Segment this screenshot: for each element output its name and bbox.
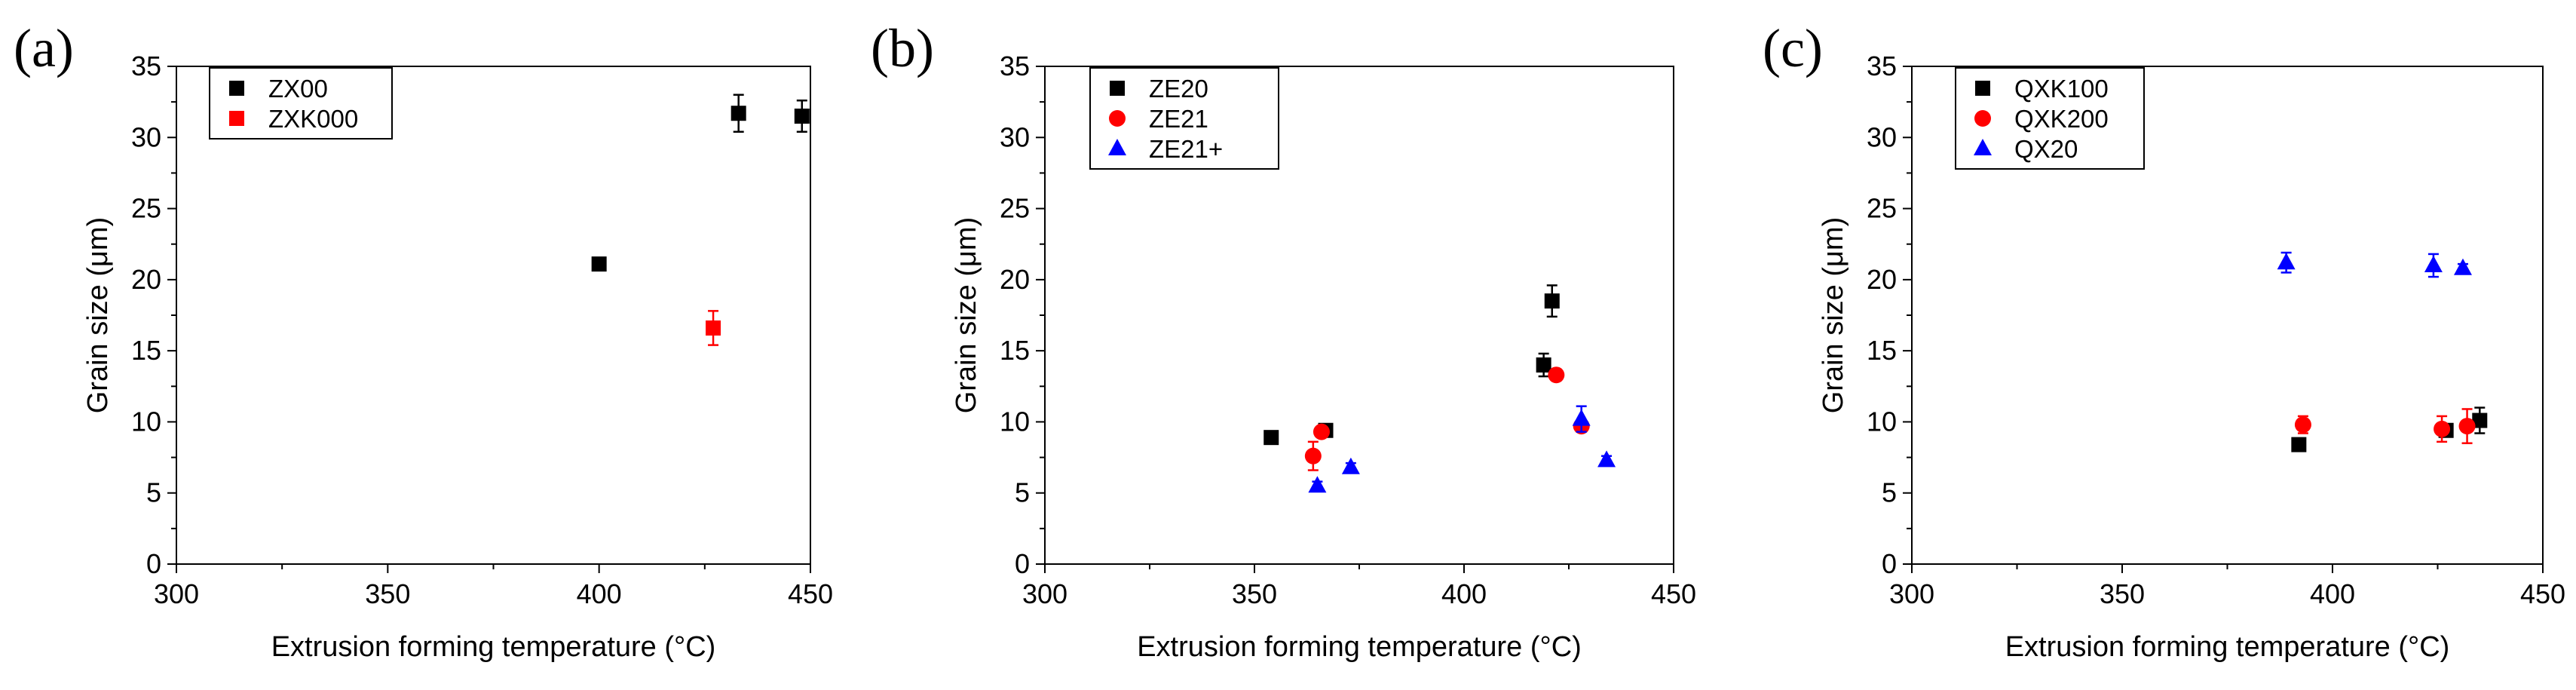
x-tick-label: 450 xyxy=(2520,578,2565,609)
legend-marker xyxy=(229,111,244,126)
x-axis-title: Extrusion forming temperature (°C) xyxy=(1137,631,1582,663)
chart-panel: (a) 0 5 10 15 20 25 30 35 300 350 400 450 Extrusion f… xyxy=(14,18,833,663)
x-tick-label: 300 xyxy=(154,578,199,609)
y-tick-label: 35 xyxy=(1867,51,1897,81)
chart-panel: (c) 0 5 10 15 20 25 30 35 300 350 400 450 Extrusion f… xyxy=(1763,18,2565,663)
x-tick-label: 350 xyxy=(365,578,410,609)
x-tick-label: 350 xyxy=(1232,578,1277,609)
data-point xyxy=(1313,423,1330,440)
data-point xyxy=(2458,418,2476,435)
data-point xyxy=(1536,357,1551,373)
data-point xyxy=(1548,366,1565,384)
legend-label: QX20 xyxy=(2014,135,2078,163)
y-tick-label: 25 xyxy=(131,193,161,224)
y-tick-label: 0 xyxy=(146,548,161,579)
y-tick-label: 5 xyxy=(1882,477,1897,508)
y-tick-label: 30 xyxy=(1000,121,1030,152)
legend-label: QXK100 xyxy=(2014,75,2109,103)
y-tick-label: 15 xyxy=(1000,335,1030,366)
y-tick-label: 35 xyxy=(1000,51,1030,81)
legend-marker xyxy=(1974,139,1992,155)
data-point xyxy=(1544,293,1560,309)
plot-frame xyxy=(176,66,811,565)
y-tick-label: 15 xyxy=(1867,335,1897,366)
y-tick-label: 10 xyxy=(1867,406,1897,437)
y-tick-label: 0 xyxy=(1882,548,1897,579)
data-point xyxy=(2291,437,2307,452)
legend-box xyxy=(209,67,393,140)
y-tick-label: 30 xyxy=(1867,121,1897,152)
legend-marker xyxy=(1109,110,1126,127)
y-tick-label: 10 xyxy=(1000,406,1030,437)
y-tick-label: 35 xyxy=(131,51,161,81)
data-point xyxy=(1597,450,1616,468)
data-point xyxy=(2277,253,2296,270)
panel-label: (b) xyxy=(871,18,934,78)
data-point xyxy=(1263,430,1279,446)
y-tick-label: 25 xyxy=(1867,193,1897,224)
y-axis-title: Grain size (μm) xyxy=(82,217,114,413)
legend-label: ZE21+ xyxy=(1149,135,1223,163)
x-tick-label: 400 xyxy=(1441,578,1487,609)
data-point xyxy=(794,109,810,124)
panel-label: (a) xyxy=(14,18,74,78)
panel-label: (c) xyxy=(1763,18,1823,78)
y-tick-label: 15 xyxy=(131,335,161,366)
data-point xyxy=(1304,447,1322,465)
data-point xyxy=(2424,256,2443,272)
legend-label: QXK200 xyxy=(2014,105,2109,133)
y-tick-label: 5 xyxy=(146,477,161,508)
legend-label: ZE21 xyxy=(1149,105,1208,133)
x-axis-title: Extrusion forming temperature (°C) xyxy=(2005,631,2450,663)
y-tick-label: 0 xyxy=(1015,548,1030,579)
x-tick-label: 450 xyxy=(788,578,833,609)
data-point xyxy=(706,320,721,336)
legend-marker xyxy=(1108,139,1126,155)
y-tick-label: 25 xyxy=(1000,193,1030,224)
x-tick-label: 300 xyxy=(1889,578,1934,609)
legend-label: ZE20 xyxy=(1149,75,1208,103)
y-tick-label: 10 xyxy=(131,406,161,437)
y-axis-title: Grain size (μm) xyxy=(951,217,982,413)
legend-marker xyxy=(229,81,244,96)
x-axis-title: Extrusion forming temperature (°C) xyxy=(271,631,716,663)
data-point xyxy=(1572,409,1591,426)
y-tick-label: 5 xyxy=(1015,477,1030,508)
data-point xyxy=(591,256,607,272)
data-point xyxy=(2294,416,2311,434)
x-tick-label: 350 xyxy=(2100,578,2145,609)
data-point xyxy=(1341,457,1360,474)
legend-marker xyxy=(1110,81,1125,96)
y-axis-title: Grain size (μm) xyxy=(1818,217,1849,413)
x-tick-label: 450 xyxy=(1651,578,1696,609)
legend-label: ZX00 xyxy=(268,75,328,103)
legend-label: ZXK000 xyxy=(268,105,358,133)
data-point xyxy=(2434,420,2451,437)
legend-marker xyxy=(1974,110,1991,127)
x-tick-label: 300 xyxy=(1022,578,1067,609)
legend-marker xyxy=(1975,81,1990,96)
x-tick-label: 400 xyxy=(2310,578,2355,609)
y-tick-label: 30 xyxy=(131,121,161,152)
chart-panel: (b) 0 5 10 15 20 25 30 35 300 350 400 450 Extrusion f… xyxy=(871,18,1696,663)
y-tick-label: 20 xyxy=(131,264,161,295)
data-point xyxy=(731,106,746,121)
data-point xyxy=(1308,476,1327,493)
y-tick-label: 20 xyxy=(1000,264,1030,295)
data-point xyxy=(2472,412,2488,428)
x-tick-label: 400 xyxy=(577,578,622,609)
y-tick-label: 20 xyxy=(1867,264,1897,295)
data-point xyxy=(2453,258,2472,275)
